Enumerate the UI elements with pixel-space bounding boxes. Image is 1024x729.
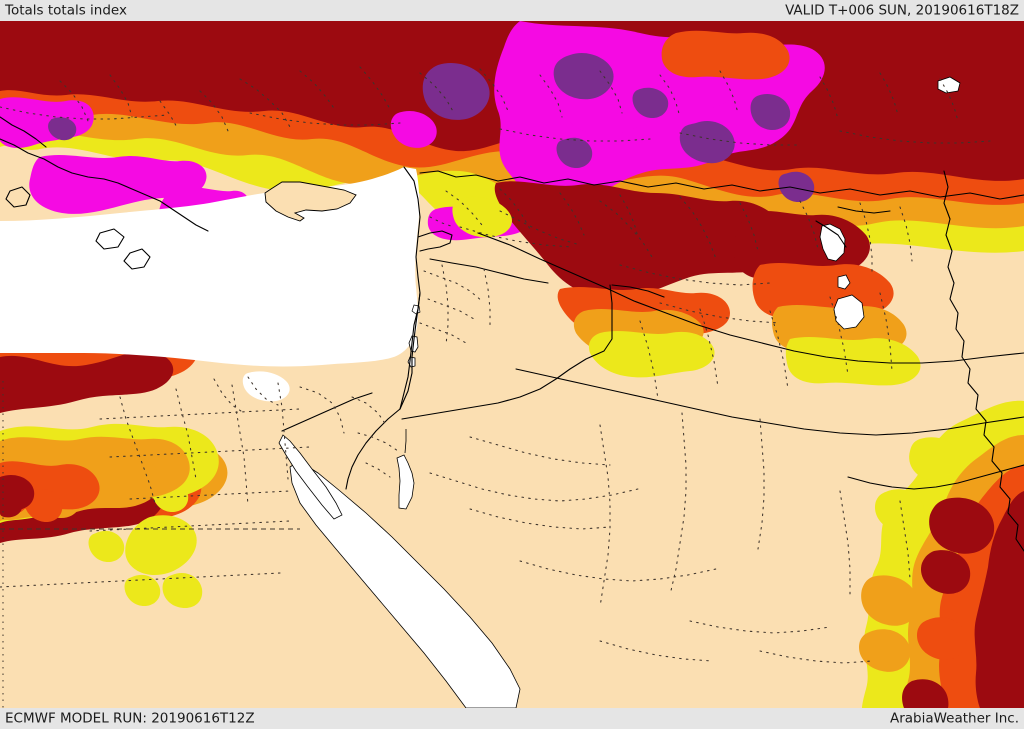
country-borders [0, 116, 1024, 552]
contour-band-52-56-southwest [0, 474, 35, 518]
gulf-of-suez [278, 434, 343, 520]
footer-bar: ECMWF MODEL RUN: 20190616T12Z ArabiaWeat… [0, 708, 1024, 729]
model-run-label: ECMWF MODEL RUN: 20190616T12Z [5, 709, 255, 726]
sea-delta-notch [242, 371, 290, 402]
weather-contour-map[interactable] [0, 21, 1024, 708]
product-title: Totals totals index [5, 1, 127, 18]
header-bar: Totals totals index VALID T+006 SUN, 201… [0, 0, 1024, 21]
map-viewport[interactable] [0, 21, 1024, 708]
cyprus-island [264, 181, 357, 222]
contour-band-above-60-purple [48, 52, 815, 203]
persian-gulf-kuwait-head [937, 76, 961, 94]
contour-band-40-44-syria-edge [452, 196, 921, 386]
suez-canal [404, 429, 407, 454]
admin-boundaries [0, 66, 991, 664]
persian-gulf-qatar [819, 223, 846, 262]
valid-time-label: VALID T+006 SUN, 20190616T18Z [785, 1, 1019, 18]
red-sea [289, 460, 521, 708]
gulf-of-aqaba [396, 454, 415, 510]
provider-label: ArabiaWeather Inc. [889, 709, 1019, 726]
mediterranean-sea [0, 167, 420, 367]
persian-gulf-uae [833, 294, 865, 330]
persian-gulf-bahrain [837, 274, 851, 290]
contour-band-52-56-southeast [902, 491, 1024, 708]
